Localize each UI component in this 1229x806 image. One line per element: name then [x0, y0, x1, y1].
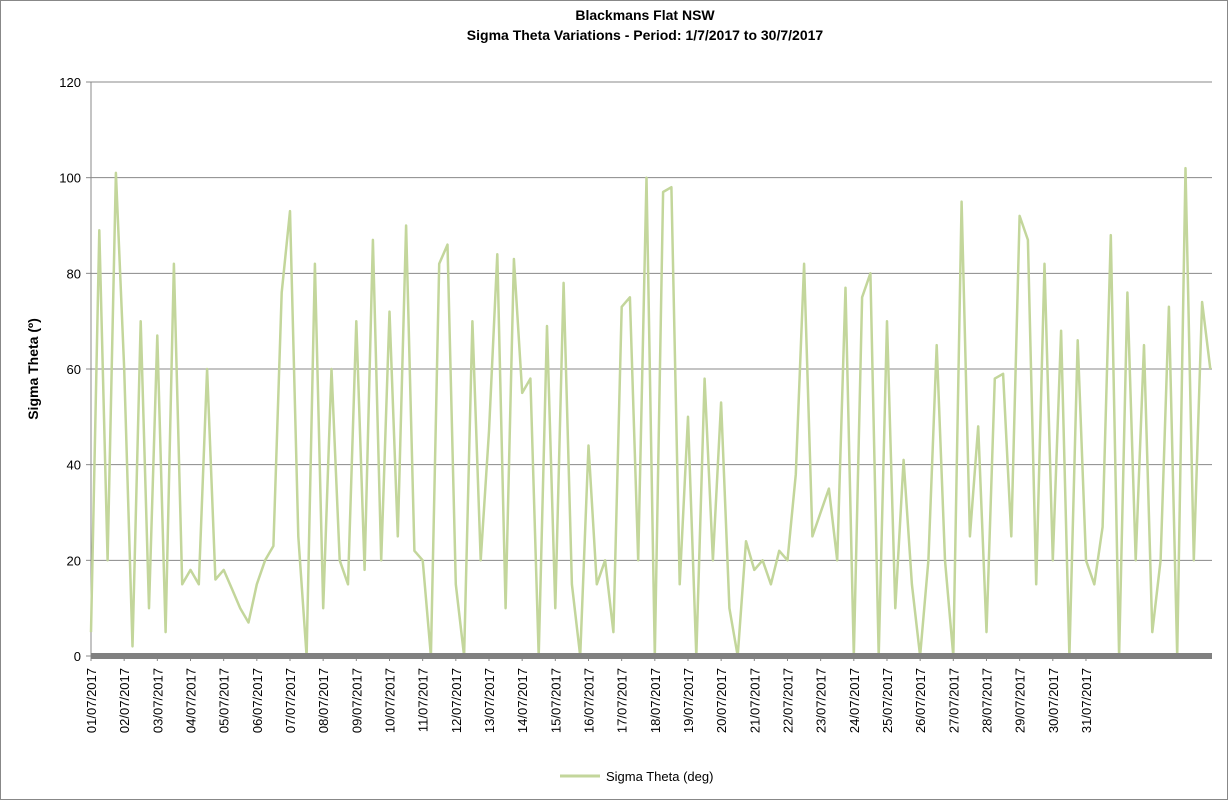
x-tick-label: 18/07/2017	[648, 668, 663, 733]
x-tick-label: 21/07/2017	[747, 668, 762, 733]
legend-label: Sigma Theta (deg)	[606, 769, 713, 784]
x-tick-label: 26/07/2017	[913, 668, 928, 733]
x-tick-label: 02/07/2017	[117, 668, 132, 733]
x-tick-label: 22/07/2017	[780, 668, 795, 733]
x-tick-label: 17/07/2017	[615, 668, 630, 733]
x-tick-label: 30/07/2017	[1046, 668, 1061, 733]
x-axis	[91, 653, 1212, 659]
x-tick-label: 23/07/2017	[814, 668, 829, 733]
y-tick-label: 100	[59, 171, 81, 186]
chart-subtitle: Sigma Theta Variations - Period: 1/7/201…	[467, 27, 824, 43]
x-tick-label: 29/07/2017	[1013, 668, 1028, 733]
x-tick-label: 28/07/2017	[979, 668, 994, 733]
x-tick-label: 15/07/2017	[548, 668, 563, 733]
x-tick-label: 19/07/2017	[681, 668, 696, 733]
x-tick-label: 04/07/2017	[183, 668, 198, 733]
y-tick-label: 0	[74, 649, 81, 664]
x-tick-label: 08/07/2017	[316, 668, 331, 733]
x-tick-label: 25/07/2017	[880, 668, 895, 733]
x-tick-label: 06/07/2017	[250, 668, 265, 733]
x-tick-label: 12/07/2017	[449, 668, 464, 733]
y-tick-label: 40	[67, 458, 81, 473]
x-tick-label: 13/07/2017	[482, 668, 497, 733]
y-tick-label: 60	[67, 362, 81, 377]
data-line	[89, 166, 1212, 658]
x-tick-label: 03/07/2017	[150, 668, 165, 733]
x-tick-label: 09/07/2017	[349, 668, 364, 733]
y-tick-label: 20	[67, 553, 81, 568]
x-tick-label: 16/07/2017	[581, 668, 596, 733]
x-tick-label: 07/07/2017	[283, 668, 298, 733]
x-tick-label: 11/07/2017	[416, 668, 431, 732]
y-tick-label: 80	[67, 266, 81, 281]
x-tick-label: 05/07/2017	[217, 668, 232, 733]
x-tick-label: 27/07/2017	[946, 668, 961, 733]
y-tick-label: 120	[59, 75, 81, 90]
x-tick-label: 10/07/2017	[382, 668, 397, 733]
x-tick-label: 31/07/2017	[1079, 668, 1094, 733]
chart-title: Blackmans Flat NSW	[575, 7, 715, 23]
x-tick-label: 24/07/2017	[847, 668, 862, 733]
y-axis-title: Sigma Theta (º)	[25, 318, 41, 420]
x-tick-label: 14/07/2017	[515, 668, 530, 733]
x-tick-label: 20/07/2017	[714, 668, 729, 733]
x-tick-label: 01/07/2017	[84, 668, 99, 733]
